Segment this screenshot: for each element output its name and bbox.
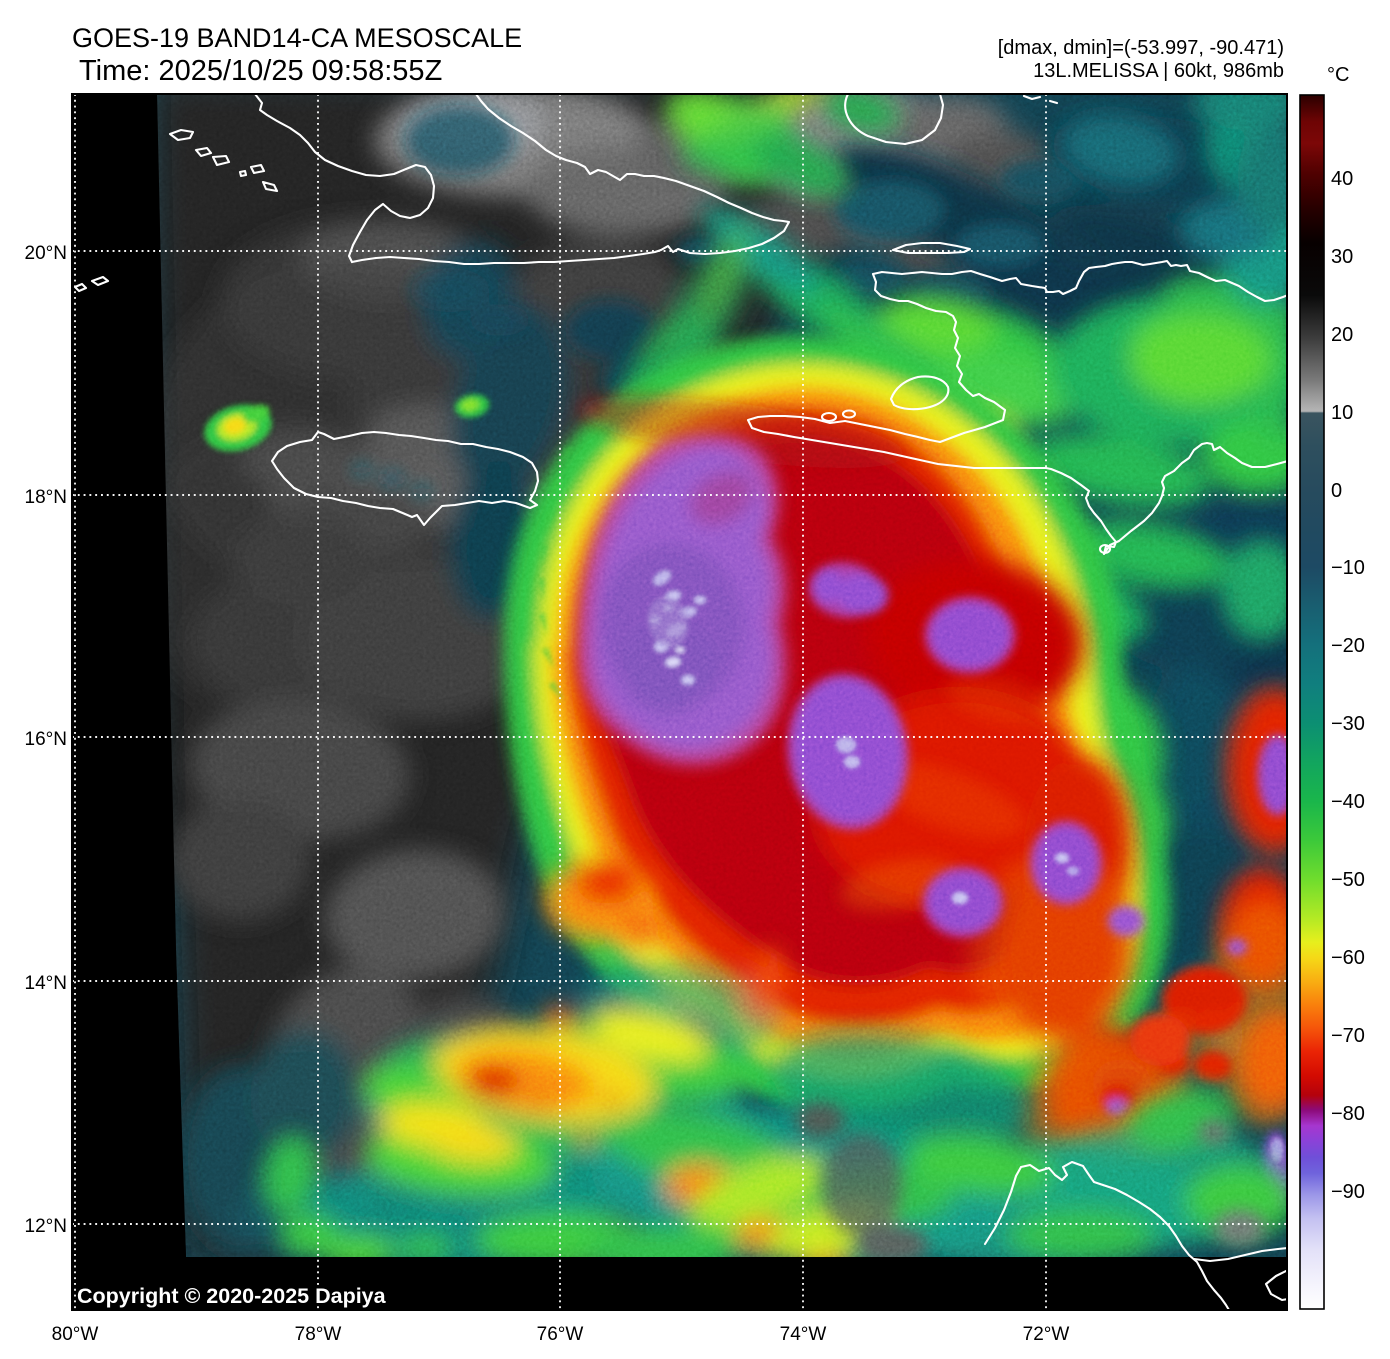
svg-text:−70: −70 xyxy=(1331,1025,1365,1047)
svg-text:18°N: 18°N xyxy=(25,487,67,508)
svg-text:−40: −40 xyxy=(1331,791,1365,813)
svg-text:72°W: 72°W xyxy=(1023,1324,1070,1345)
svg-text:80°W: 80°W xyxy=(52,1324,99,1345)
svg-text:78°W: 78°W xyxy=(295,1324,342,1345)
svg-text:40: 40 xyxy=(1331,168,1353,190)
svg-text:[dmax, dmin]=(-53.997, -90.471: [dmax, dmin]=(-53.997, -90.471) xyxy=(998,37,1284,59)
svg-text:Time: 2025/10/25 09:58:55Z: Time: 2025/10/25 09:58:55Z xyxy=(79,55,442,87)
svg-text:GOES-19 BAND14-CA MESOSCALE: GOES-19 BAND14-CA MESOSCALE xyxy=(72,23,522,53)
svg-text:14°N: 14°N xyxy=(25,973,67,994)
svg-text:0: 0 xyxy=(1331,480,1342,502)
svg-text:13L.MELISSA | 60kt, 986mb: 13L.MELISSA | 60kt, 986mb xyxy=(1033,60,1284,82)
svg-text:74°W: 74°W xyxy=(780,1324,827,1345)
svg-text:−20: −20 xyxy=(1331,635,1365,657)
svg-text:−80: −80 xyxy=(1331,1103,1365,1125)
svg-text:10: 10 xyxy=(1331,402,1353,424)
svg-text:−30: −30 xyxy=(1331,713,1365,735)
svg-text:16°N: 16°N xyxy=(25,729,67,750)
svg-text:20: 20 xyxy=(1331,324,1353,346)
svg-text:12°N: 12°N xyxy=(25,1216,67,1237)
svg-text:°C: °C xyxy=(1327,64,1349,86)
svg-text:−60: −60 xyxy=(1331,947,1365,969)
svg-text:Copyright © 2020-2025 Dapiya: Copyright © 2020-2025 Dapiya xyxy=(77,1284,387,1308)
svg-text:76°W: 76°W xyxy=(537,1324,584,1345)
svg-text:−10: −10 xyxy=(1331,557,1365,579)
svg-text:−90: −90 xyxy=(1331,1181,1365,1203)
svg-text:30: 30 xyxy=(1331,246,1353,268)
svg-text:20°N: 20°N xyxy=(25,243,67,264)
svg-text:−50: −50 xyxy=(1331,869,1365,891)
